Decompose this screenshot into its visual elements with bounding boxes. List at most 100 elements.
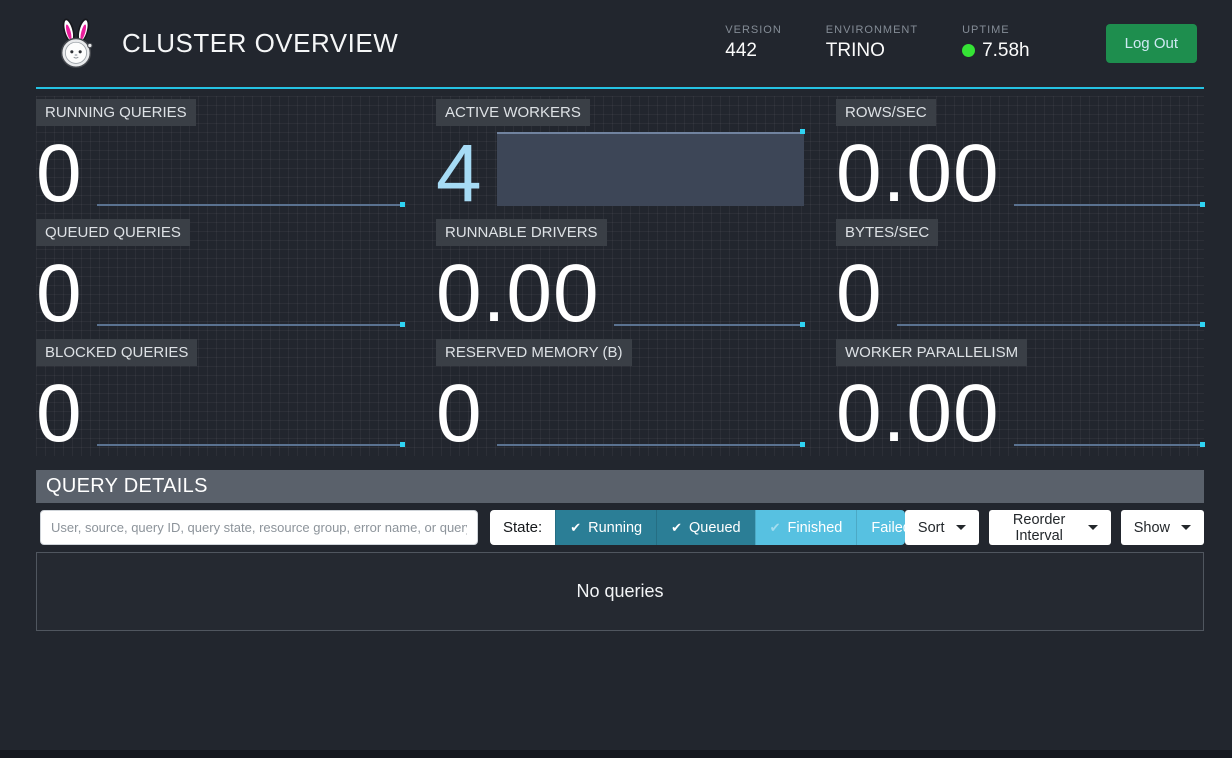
page-title: CLUSTER OVERVIEW: [122, 28, 399, 58]
state-filter-finished-label: Finished: [787, 519, 843, 536]
sparkline-chart: [96, 132, 405, 207]
metric-label: RUNNING QUERIES: [36, 99, 196, 126]
sparkline-area-fill: [496, 132, 804, 206]
sparkline-line: [496, 444, 803, 446]
metric-tile-worker-parallelism: WORKER PARALLELISM 0.00: [836, 336, 1205, 460]
sparkline-line: [1013, 204, 1203, 206]
sparkline-line: [1013, 444, 1203, 446]
sparkline-line: [896, 324, 1203, 326]
sparkline-chart: [1013, 132, 1205, 207]
sparkline-chart: [613, 252, 805, 327]
metric-label: ROWS/SEC: [836, 99, 936, 126]
sparkline-dot: [1200, 202, 1205, 207]
metric-tile-running-queries: RUNNING QUERIES 0: [36, 96, 405, 220]
empty-message: No queries: [576, 581, 664, 601]
state-filter-failed-dropdown[interactable]: Failed: [856, 510, 905, 545]
check-icon: ✔: [570, 519, 582, 535]
metric-value: 0.00: [836, 128, 1000, 220]
reorder-interval-dropdown[interactable]: Reorder Interval: [988, 510, 1111, 545]
environment-value: TRINO: [825, 40, 885, 62]
sparkline-dot: [800, 129, 805, 134]
state-filter-running-label: Running: [588, 519, 643, 536]
query-search-input[interactable]: [40, 510, 478, 545]
metric-value: 0.00: [836, 368, 1000, 460]
metric-value: 0: [36, 248, 83, 340]
metric-value: 4: [436, 128, 483, 220]
toolbar-right-group: Sort Reorder Interval Show: [904, 510, 1204, 545]
version-meta: VERSION 442: [725, 23, 782, 63]
caret-down-icon: [1181, 525, 1191, 530]
trino-bunny-logo-svg: [60, 18, 93, 68]
sparkline-line: [613, 324, 803, 326]
metric-tile-active-workers: ACTIVE WORKERS 4: [436, 96, 805, 220]
bottom-edge-strip: [0, 750, 1232, 758]
sparkline-line: [96, 324, 403, 326]
state-filter-queued-label: Queued: [689, 519, 741, 536]
header-meta: VERSION 442 ENVIRONMENT TRINO UPTIME 7.5…: [725, 23, 1204, 63]
environment-label: ENVIRONMENT: [825, 24, 919, 37]
state-filter-group: State: ✔ Running ✔ Queued ✔ Finished Fai…: [489, 510, 905, 545]
uptime-value: 7.58h: [982, 40, 1030, 62]
logout-button[interactable]: Log Out: [1105, 23, 1197, 63]
state-filter-failed-label: Failed: [871, 519, 905, 536]
sparkline-dot: [800, 442, 805, 447]
environment-meta: ENVIRONMENT TRINO: [826, 23, 918, 63]
metric-tile-reserved-memory: RESERVED MEMORY (B) 0: [436, 336, 805, 460]
metric-value: 0.00: [436, 248, 600, 340]
sparkline-dot: [1200, 322, 1205, 327]
sparkline-dot: [800, 322, 805, 327]
metric-label: WORKER PARALLELISM: [836, 339, 1028, 366]
reorder-interval-label: Reorder Interval: [1012, 511, 1066, 544]
sort-label: Sort: [917, 519, 945, 536]
sparkline-dot: [400, 322, 405, 327]
sparkline-dot: [400, 202, 405, 207]
show-label: Show: [1133, 519, 1170, 536]
state-filter-label: State:: [489, 510, 556, 545]
version-value: 442: [725, 40, 757, 62]
metric-label: ACTIVE WORKERS: [436, 99, 590, 126]
metric-tile-runnable-drivers: RUNNABLE DRIVERS 0.00: [436, 216, 805, 340]
sparkline-chart: [496, 129, 805, 206]
sparkline-chart: [96, 252, 405, 327]
header-inner: CLUSTER OVERVIEW VERSION 442 ENVIRONMENT…: [36, 0, 1204, 89]
state-filter-queued-button[interactable]: ✔ Queued: [656, 510, 755, 545]
uptime-label: UPTIME: [962, 24, 1010, 37]
check-icon: ✔: [671, 519, 683, 535]
show-dropdown[interactable]: Show: [1120, 510, 1204, 545]
sparkline-dot: [1200, 442, 1205, 447]
app-header: CLUSTER OVERVIEW VERSION 442 ENVIRONMENT…: [0, 0, 1232, 89]
metric-tile-rows-sec: ROWS/SEC 0.00: [836, 96, 1205, 220]
query-list-empty-state: No queries: [36, 552, 1204, 631]
sparkline-chart: [496, 372, 805, 447]
sparkline-line: [96, 204, 403, 206]
metric-label: RUNNABLE DRIVERS: [436, 219, 607, 246]
caret-down-icon: [1087, 525, 1098, 530]
metrics-dashboard: RUNNING QUERIES 0 ACTIVE WORKERS 4 ROWS/…: [36, 96, 1205, 460]
metric-tile-queued-queries: QUEUED QUERIES 0: [36, 216, 405, 340]
uptime-meta: UPTIME 7.58h: [962, 23, 1030, 63]
trino-bunny-logo[interactable]: [52, 18, 110, 70]
sparkline-chart: [96, 372, 405, 447]
uptime-value-wrap: 7.58h: [962, 38, 1030, 64]
metric-value: 0: [36, 368, 83, 460]
metric-value: 0: [36, 128, 83, 220]
sparkline-dot: [400, 442, 405, 447]
metric-label: BYTES/SEC: [836, 219, 939, 246]
state-filter-running-button[interactable]: ✔ Running: [555, 510, 657, 545]
sort-dropdown[interactable]: Sort: [904, 510, 979, 545]
sparkline-chart: [896, 252, 1205, 327]
metric-label: QUEUED QUERIES: [36, 219, 190, 246]
query-details-section: QUERY DETAILS State: ✔ Running ✔ Queued …: [36, 470, 1204, 631]
metric-label: BLOCKED QUERIES: [36, 339, 198, 366]
sparkline-line: [96, 444, 403, 446]
sparkline-chart: [1013, 372, 1205, 447]
state-filter-finished-button[interactable]: ✔ Finished: [754, 510, 857, 545]
query-details-title: QUERY DETAILS: [36, 470, 1204, 503]
query-toolbar: State: ✔ Running ✔ Queued ✔ Finished Fai…: [36, 510, 1204, 545]
metric-value: 0: [436, 368, 483, 460]
version-label: VERSION: [725, 24, 782, 37]
uptime-status-dot-icon: [962, 44, 976, 58]
check-icon: ✔: [769, 519, 781, 535]
metric-tile-bytes-sec: BYTES/SEC 0: [836, 216, 1205, 336]
metric-label: RESERVED MEMORY (B): [436, 339, 632, 366]
